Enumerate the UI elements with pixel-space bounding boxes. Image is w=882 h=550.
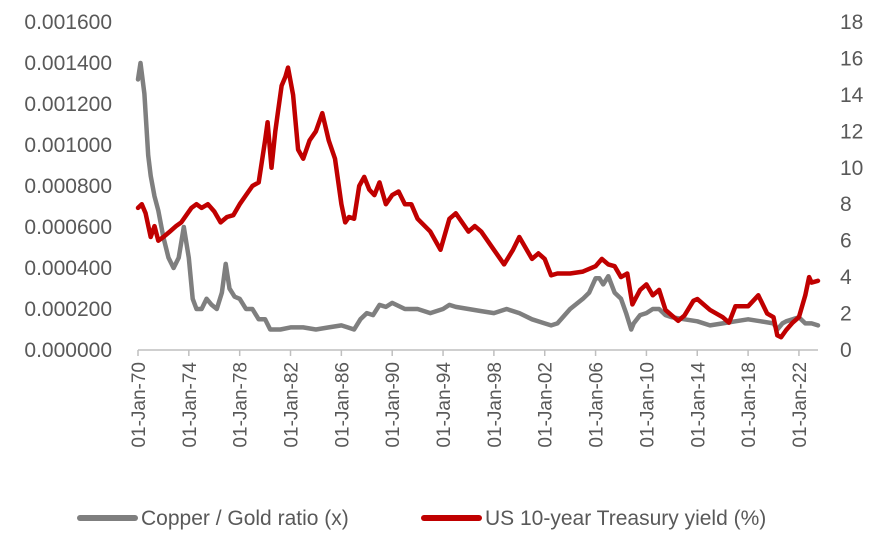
left-axis-tick-label: 0.000400	[24, 257, 112, 280]
right-axis-tick-label: 16	[840, 47, 863, 70]
x-axis-tick-label: 01-Jan-02	[536, 362, 557, 448]
series-layer	[135, 60, 821, 340]
x-axis-tick-label: 01-Jan-90	[383, 362, 404, 448]
x-axis-tick-label: 01-Jan-18	[739, 362, 760, 448]
x-axis-tick-label: 01-Jan-22	[790, 362, 811, 448]
right-axis-tick-label: 8	[840, 193, 852, 216]
right-axis-tick-label: 0	[840, 339, 852, 362]
right-axis-tick-label: 4	[840, 266, 852, 289]
right-axis-tick-label: 10	[840, 157, 863, 180]
x-axis-tick-label: 01-Jan-74	[180, 362, 201, 448]
right-axis-tick-label: 2	[840, 303, 852, 326]
x-axis-tick-label: 01-Jan-78	[231, 362, 252, 448]
left-axis-tick-label: 0.000200	[24, 298, 112, 321]
x-axis-tick-label: 01-Jan-70	[129, 362, 150, 448]
plot-area	[135, 60, 821, 356]
treasury-yield-line	[135, 65, 821, 340]
x-axis-tick-label: 01-Jan-82	[282, 362, 303, 448]
right-axis-tick-label: 12	[840, 120, 863, 143]
legend-label: Copper / Gold ratio (x)	[141, 507, 349, 530]
left-axis-tick-label: 0.001400	[24, 52, 112, 75]
x-axis-tick-label: 01-Jan-10	[637, 362, 658, 448]
left-axis-tick-label: 0.000000	[24, 339, 112, 362]
left-axis-tick-label: 0.001200	[24, 93, 112, 116]
left-axis-tick-label: 0.001000	[24, 134, 112, 157]
x-axis-tick-label: 01-Jan-98	[485, 362, 506, 448]
left-axis-tick-label: 0.000800	[24, 175, 112, 198]
x-axis-tick-labels: 01-Jan-70 01-Jan-74 01-Jan-78 01-Jan-82 01-J…	[129, 362, 811, 448]
x-axis-tick-label: 01-Jan-94	[434, 362, 455, 448]
left-axis-tick-label: 0.000600	[24, 216, 112, 239]
right-axis-tick-label: 6	[840, 230, 852, 253]
x-axis-tick-label: 01-Jan-14	[688, 362, 709, 448]
legend-label: US 10-year Treasury yield (%)	[485, 507, 766, 530]
left-axis-tick-labels: 0.000000 0.000200 0.000400 0.000600 0.000800…	[24, 11, 112, 362]
x-axis-ticks	[137, 350, 800, 356]
x-axis-tick-label: 01-Jan-06	[587, 362, 608, 448]
x-axis-tick-label: 01-Jan-86	[332, 362, 353, 448]
right-axis-tick-label: 18	[840, 11, 863, 34]
legend: Copper / Gold ratio (x) US 10-year Treasu…	[77, 507, 766, 530]
left-axis-tick-label: 0.001600	[24, 11, 112, 34]
right-axis-tick-label: 14	[840, 84, 864, 107]
right-axis-tick-labels: 0 2 4 6 8 10 12 14 16 18	[840, 11, 864, 362]
copper-gold-ratio-line	[135, 60, 821, 332]
